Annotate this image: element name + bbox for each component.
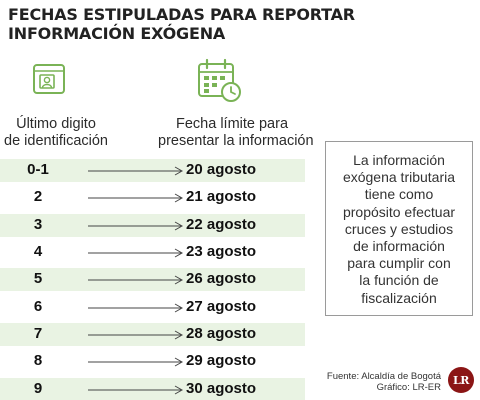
note-line: fiscalización (361, 289, 437, 306)
column-header-digit: Último digito de identificación (0, 116, 112, 150)
row-digit: 8 (33, 352, 43, 370)
note-line: la función de (359, 272, 439, 289)
row-date: 22 agosto (186, 215, 257, 233)
row-digit: 5 (33, 270, 43, 288)
table-row: 6 27 agosto (0, 296, 305, 319)
row-date: 21 agosto (186, 188, 257, 206)
arrow-right-icon (88, 330, 184, 340)
row-date: 26 agosto (186, 270, 257, 288)
arrow-right-icon (88, 193, 184, 203)
arrow-right-icon (88, 303, 184, 313)
table-row: 8 29 agosto (0, 350, 305, 373)
id-card-icon (33, 64, 65, 94)
arrow-right-icon (88, 248, 184, 258)
row-date: 29 agosto (186, 352, 257, 370)
column-header-digit-line-1: Último digito (16, 116, 96, 132)
lr-logo-text: LR (453, 373, 469, 387)
table-row: 3 22 agosto (0, 213, 305, 237)
row-date: 23 agosto (186, 243, 257, 261)
note-line: La información (353, 152, 445, 168)
graphic-credit-line: Gráfico: LR-ER (376, 382, 441, 393)
deadline-table: 0-1 20 agosto 2 21 agosto 3 22 agosto 4 … (0, 159, 305, 400)
arrow-right-icon (88, 275, 184, 285)
table-row: 2 21 agosto (0, 186, 305, 209)
row-date: 27 agosto (186, 297, 257, 315)
row-digit: 4 (33, 243, 43, 261)
table-row: 9 30 agosto (0, 377, 305, 400)
row-date: 30 agosto (186, 379, 257, 397)
row-digit: 6 (33, 297, 43, 315)
row-digit: 9 (33, 379, 43, 397)
source-credit: Fuente: Alcaldía de Bogotá Gráfico: LR-E… (321, 371, 441, 393)
row-digit: 3 (33, 215, 43, 233)
arrow-right-icon (88, 166, 184, 176)
row-digit: 7 (33, 325, 43, 343)
note-line: cruces y estudios (344, 220, 454, 237)
table-row: 0-1 20 agosto (0, 159, 305, 182)
row-digit: 0-1 (27, 161, 49, 178)
title-line-1: FECHAS ESTIPULADAS PARA REPORTAR (8, 5, 355, 24)
info-note-box: La información exógena tributaria tiene … (325, 141, 473, 316)
table-row: 7 28 agosto (0, 323, 305, 347)
lr-logo: LR (448, 367, 474, 393)
row-date: 20 agosto (186, 161, 257, 178)
row-digit: 2 (33, 188, 43, 206)
arrow-right-icon (88, 357, 184, 367)
note-line: de información (353, 238, 445, 255)
title-line-2: INFORMACIÓN EXÓGENA (8, 24, 226, 43)
arrow-right-icon (88, 221, 184, 231)
note-line: tiene como (364, 186, 434, 203)
table-row: 5 26 agosto (0, 268, 305, 292)
calendar-clock-icon (198, 58, 241, 102)
column-header-deadline: Fecha límite para presentar la informaci… (158, 116, 314, 150)
note-line: para cumplir con (347, 255, 451, 272)
note-line: propósito efectuar (342, 203, 456, 220)
column-header-deadline-line-1: Fecha límite para (175, 116, 289, 132)
row-date: 28 agosto (186, 325, 257, 343)
column-header-deadline-line-2: presentar la información (158, 133, 314, 149)
page-title: FECHAS ESTIPULADAS PARA REPORTAR INFORMA… (8, 5, 355, 43)
note-line: exógena tributaria (342, 169, 456, 186)
source-line: Fuente: Alcaldía de Bogotá (326, 371, 441, 382)
column-header-digit-line-2: de identificación (4, 133, 108, 149)
arrow-right-icon (88, 385, 184, 395)
table-row: 4 23 agosto (0, 241, 305, 264)
